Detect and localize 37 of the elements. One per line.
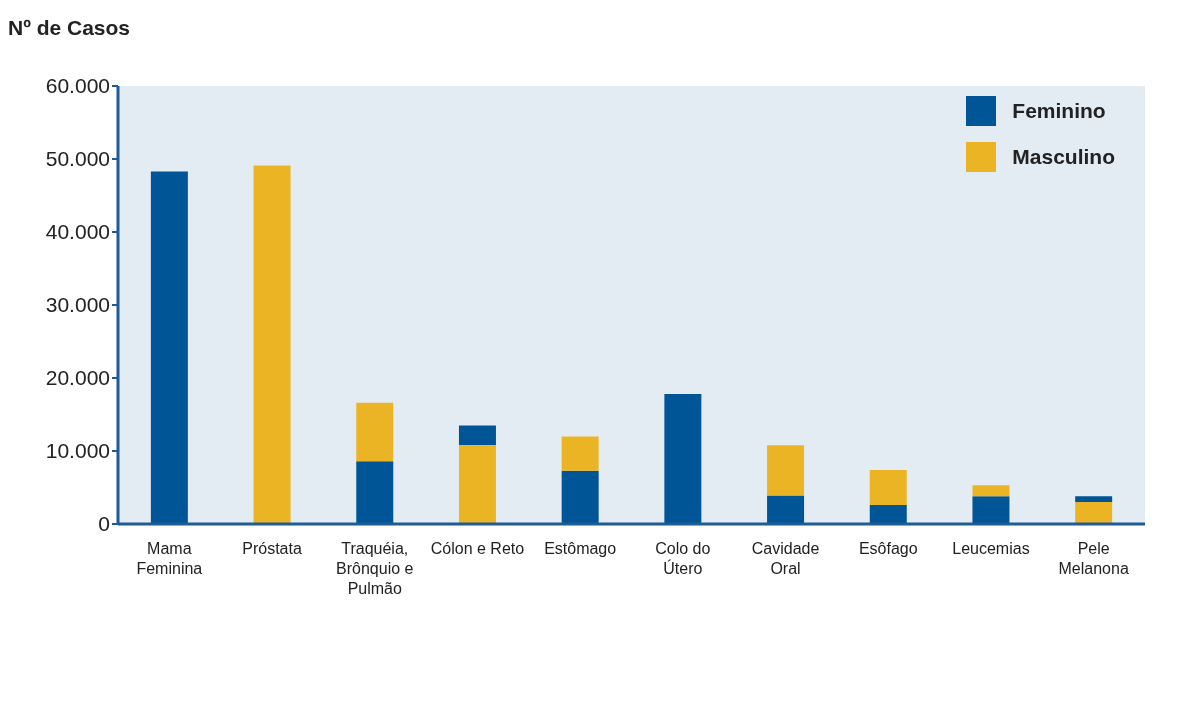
bar (253, 165, 291, 524)
x-tick-label: Traquéia, Brônquio e Pulmão (336, 540, 414, 597)
bar (1075, 502, 1113, 524)
bar (664, 394, 702, 524)
bar (767, 445, 805, 496)
x-tick-label: Cólon e Reto (430, 540, 525, 557)
x-tick-label: Próstata (242, 540, 302, 557)
bar (1075, 496, 1113, 503)
y-tick-label: 0 (98, 512, 110, 536)
bar (767, 495, 805, 524)
legend-label: Feminino (1012, 99, 1106, 123)
bar (356, 402, 394, 462)
y-axis-title: Nº de Casos (8, 15, 132, 41)
x-tick-label: Mama Feminina (136, 540, 203, 577)
bar (972, 496, 1010, 524)
bar (458, 445, 496, 524)
bar (869, 469, 907, 506)
x-tick-label: Esôfago (858, 540, 918, 557)
y-tick-label: 10.000 (45, 439, 110, 463)
bar (458, 425, 496, 446)
x-tick-label: Pele Melanona (1058, 540, 1129, 577)
y-tick-label: 30.000 (45, 293, 110, 317)
legend-label: Masculino (1012, 145, 1115, 169)
bar (972, 485, 1010, 497)
x-tick-label: Leucemias (952, 540, 1030, 557)
bar (869, 505, 907, 524)
x-tick-label: Cavidade Oral (751, 540, 820, 577)
y-tick-label: 60.000 (45, 74, 110, 98)
y-tick-label: 40.000 (45, 220, 110, 244)
x-tick-label: Colo do Útero (655, 540, 711, 577)
x-tick-label: Estômago (544, 540, 617, 557)
y-tick-label: 20.000 (45, 366, 110, 390)
y-tick-label: 50.000 (45, 147, 110, 171)
bar (356, 461, 394, 524)
bar (561, 470, 599, 524)
bar (561, 436, 599, 471)
bar (150, 171, 188, 524)
